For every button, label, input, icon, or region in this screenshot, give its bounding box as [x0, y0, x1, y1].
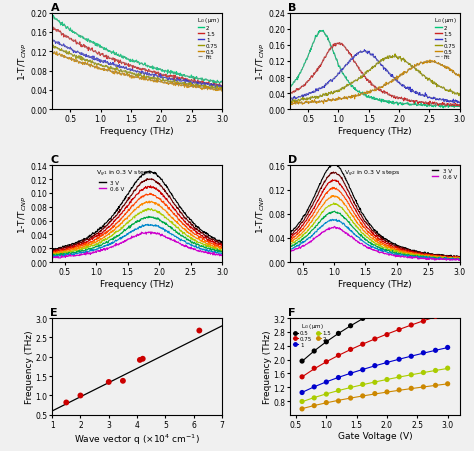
Point — [432, 313, 439, 320]
Point — [347, 370, 355, 377]
Point — [298, 389, 306, 396]
Point — [419, 350, 427, 357]
Point — [347, 384, 355, 391]
Point — [335, 397, 342, 405]
Point — [335, 330, 342, 337]
Y-axis label: 1-T/T$_{CNP}$: 1-T/T$_{CNP}$ — [254, 195, 267, 233]
Point — [359, 381, 366, 388]
Point — [395, 297, 403, 304]
Point — [298, 398, 306, 405]
Point — [383, 376, 391, 383]
Point — [196, 327, 203, 334]
Point — [310, 402, 318, 410]
Point — [310, 383, 318, 391]
Point — [105, 378, 112, 386]
Point — [322, 359, 330, 366]
Point — [298, 405, 306, 413]
Point — [335, 352, 342, 359]
Point — [322, 378, 330, 386]
Point — [359, 392, 366, 400]
Point — [136, 356, 144, 364]
Point — [383, 388, 391, 396]
Point — [322, 399, 330, 406]
Point — [383, 359, 391, 366]
Y-axis label: Frequency (THz): Frequency (THz) — [263, 330, 272, 403]
Point — [432, 382, 439, 389]
Point — [371, 336, 379, 343]
Text: V$_{g1}$ in 0.3 V steps: V$_{g1}$ in 0.3 V steps — [96, 169, 153, 179]
Point — [347, 395, 355, 402]
Point — [444, 380, 451, 387]
Point — [119, 377, 127, 385]
Point — [298, 373, 306, 381]
Legend: 3 V, 0.6 V: 3 V, 0.6 V — [432, 169, 457, 179]
Point — [395, 326, 403, 333]
Legend: 0.5, 0.75, 1, 1.5, 2: 0.5, 0.75, 1, 1.5, 2 — [293, 321, 331, 347]
Point — [359, 366, 366, 373]
Point — [432, 280, 439, 287]
X-axis label: Frequency (THz): Frequency (THz) — [100, 279, 174, 288]
Point — [408, 371, 415, 378]
Point — [347, 322, 355, 330]
X-axis label: Frequency (THz): Frequency (THz) — [100, 127, 174, 136]
Point — [298, 358, 306, 365]
Point — [322, 391, 330, 398]
Y-axis label: 1-T/T$_{CNP}$: 1-T/T$_{CNP}$ — [17, 195, 29, 233]
Point — [432, 367, 439, 374]
Text: F: F — [288, 308, 296, 318]
Point — [419, 285, 427, 292]
X-axis label: Gate Voltage (V): Gate Voltage (V) — [337, 432, 412, 441]
Point — [395, 373, 403, 381]
Point — [310, 395, 318, 402]
Point — [419, 383, 427, 391]
Y-axis label: 1-T/T$_{CNP}$: 1-T/T$_{CNP}$ — [254, 43, 267, 81]
Y-axis label: Frequency (THz): Frequency (THz) — [25, 330, 34, 403]
Point — [139, 355, 146, 363]
Point — [408, 322, 415, 329]
Point — [371, 308, 379, 316]
Point — [347, 346, 355, 353]
Y-axis label: 1-T/T$_{CNP}$: 1-T/T$_{CNP}$ — [17, 43, 29, 81]
Point — [408, 385, 415, 392]
Point — [359, 315, 366, 322]
Text: C: C — [50, 155, 59, 165]
Text: E: E — [50, 308, 58, 318]
Legend: 3 V, 0.6 V: 3 V, 0.6 V — [99, 180, 125, 191]
Text: B: B — [288, 3, 297, 13]
Point — [63, 399, 70, 406]
Point — [408, 291, 415, 298]
Point — [359, 341, 366, 348]
Point — [335, 387, 342, 394]
X-axis label: Wave vector q (×10$^4$ cm$^{-1}$): Wave vector q (×10$^4$ cm$^{-1}$) — [74, 432, 200, 446]
Point — [335, 374, 342, 381]
Point — [395, 387, 403, 394]
Point — [371, 362, 379, 369]
Text: A: A — [50, 3, 59, 13]
Point — [371, 379, 379, 386]
Point — [444, 310, 451, 317]
Point — [432, 347, 439, 354]
X-axis label: Frequency (THz): Frequency (THz) — [338, 279, 411, 288]
Point — [444, 276, 451, 283]
Point — [444, 365, 451, 372]
Text: D: D — [288, 155, 298, 165]
Point — [310, 348, 318, 355]
X-axis label: Frequency (THz): Frequency (THz) — [338, 127, 411, 136]
Text: V$_{g2}$ in 0.3 V steps: V$_{g2}$ in 0.3 V steps — [344, 169, 401, 179]
Legend: 2, 1.5, 1, 0.75, 0.5, Fit: 2, 1.5, 1, 0.75, 0.5, Fit — [197, 16, 219, 60]
Point — [371, 390, 379, 397]
Point — [310, 365, 318, 372]
Legend: 2, 1.5, 1, 0.75, 0.5, Fit: 2, 1.5, 1, 0.75, 0.5, Fit — [434, 16, 457, 60]
Point — [383, 302, 391, 309]
Point — [322, 338, 330, 345]
Point — [383, 331, 391, 339]
Point — [419, 369, 427, 376]
Point — [395, 356, 403, 363]
Point — [408, 353, 415, 360]
Point — [444, 344, 451, 351]
Point — [419, 318, 427, 325]
Point — [77, 392, 84, 399]
